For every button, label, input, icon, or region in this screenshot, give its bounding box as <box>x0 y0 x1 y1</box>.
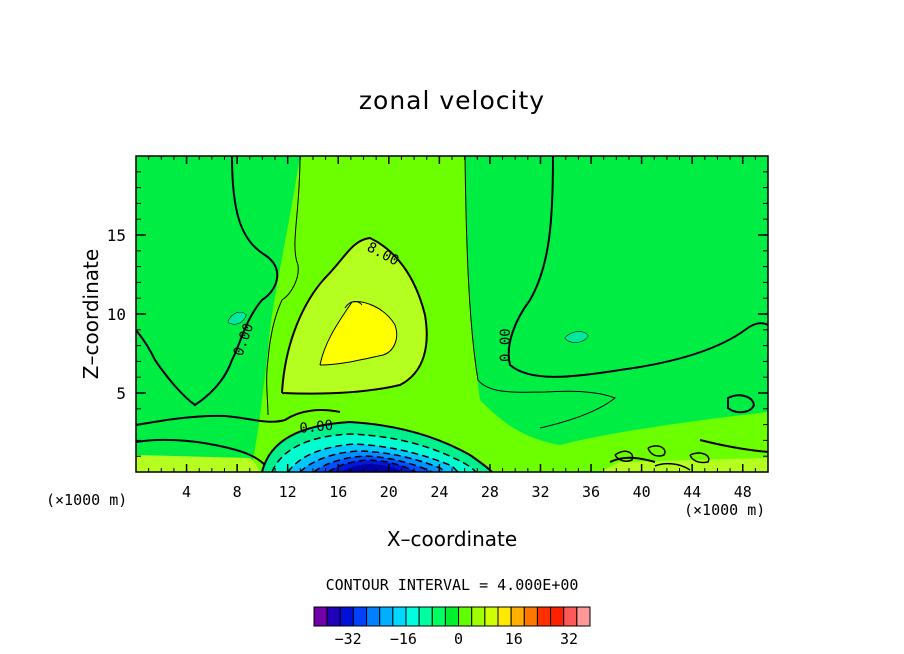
positive-plume-region <box>250 156 768 472</box>
contour-zero-jet <box>261 420 493 472</box>
x-axis-ticks: 4 8 12 16 20 24 28 32 36 40 44 48 <box>148 156 756 501</box>
small-eddy-right <box>727 394 756 414</box>
negative-contour-4 <box>313 455 433 472</box>
zero-contour-right <box>507 156 768 378</box>
x-tick-label: 28 <box>481 483 499 501</box>
y-tick-label: 5 <box>116 384 126 403</box>
x-tick-label: 16 <box>329 483 347 501</box>
positive-core <box>320 301 397 365</box>
colorbar-swatch <box>444 606 460 627</box>
colorbar-swatch <box>313 606 328 627</box>
colorbar-tick-label: 32 <box>560 630 578 648</box>
colorbar-swatch <box>339 606 354 627</box>
colorbar-swatch <box>392 606 407 627</box>
negative-jet-core <box>340 464 404 472</box>
contour-12 <box>319 301 398 366</box>
colorbar-swatch <box>352 606 368 627</box>
x-tick-label: 8 <box>233 483 242 501</box>
x-tick-label: 48 <box>734 483 752 501</box>
colorbar-swatch <box>418 606 433 627</box>
colorbar-swatch <box>497 606 512 627</box>
zero-contour-left <box>136 156 279 407</box>
contour-4-left <box>266 156 301 416</box>
x-tick-label: 44 <box>683 483 701 501</box>
y-tick-label: 10 <box>107 305 126 324</box>
x-unit-label-right: (×1000 m) <box>684 501 766 519</box>
colorbar-tick-label: −16 <box>390 630 417 648</box>
colorbar-swatch <box>576 606 591 627</box>
colorbar-swatch <box>523 606 538 627</box>
y-axis-ticks: 5 10 15 <box>107 171 768 457</box>
x-tick-label: 12 <box>279 483 297 501</box>
x-tick-label: 36 <box>582 483 600 501</box>
x-axis-label: X–coordinate <box>386 527 518 551</box>
colorbar-tick-label: 0 <box>454 630 463 648</box>
x-tick-label: 20 <box>380 483 398 501</box>
colorbar-swatch <box>366 606 381 627</box>
contour-label-zero-right: 0.00 <box>498 328 514 362</box>
small-eddy-fill-left <box>228 312 246 324</box>
contour-12-inner <box>344 301 363 309</box>
contour-interval-note: CONTOUR INTERVAL = 4.000E+00 <box>325 576 579 594</box>
negative-contour-1 <box>271 433 477 472</box>
negative-contour-3 <box>299 450 447 472</box>
contour-4-right <box>464 156 616 429</box>
contour-labels: 8.00 0.00 0.00 0.00 <box>231 239 514 437</box>
colorbar-swatch <box>379 606 394 627</box>
contour-label-zero-jet: 0.00 <box>299 418 334 437</box>
negative-contour-2 <box>287 443 459 472</box>
colorbar-swatch <box>471 606 486 627</box>
contour-8 <box>281 236 428 395</box>
colorbar: −32 −16 0 16 32 <box>313 606 591 648</box>
x-tick-label: 4 <box>182 483 191 501</box>
x-unit-label-left: (×1000 m) <box>46 491 128 509</box>
colorbar-swatch <box>563 606 578 627</box>
colorbar-swatch <box>484 606 499 627</box>
colorbar-swatch <box>550 606 565 627</box>
zero-contour-lower-left <box>136 409 341 426</box>
colorbar-swatch <box>536 606 552 627</box>
colorbar-tick-label: 16 <box>505 630 523 648</box>
surface-positive-band <box>136 455 768 472</box>
colorbar-swatch <box>458 606 473 627</box>
x-tick-label: 24 <box>430 483 448 501</box>
contour-lines <box>136 156 768 472</box>
surface-noise-contours <box>614 445 710 471</box>
y-tick-label: 15 <box>107 226 126 245</box>
small-eddy-fill-mid <box>565 331 588 343</box>
chart-title: zonal velocity <box>358 86 546 115</box>
colorbar-tick-label: −32 <box>335 630 362 648</box>
colorbar-swatch <box>405 606 420 627</box>
zero-contour-surface <box>136 438 266 466</box>
colorbar-swatch <box>326 606 341 627</box>
x-tick-label: 32 <box>531 483 549 501</box>
contour-fills <box>136 156 768 472</box>
colorbar-swatch <box>431 606 446 627</box>
x-tick-label: 40 <box>633 483 651 501</box>
colorbar-swatch <box>510 606 525 627</box>
